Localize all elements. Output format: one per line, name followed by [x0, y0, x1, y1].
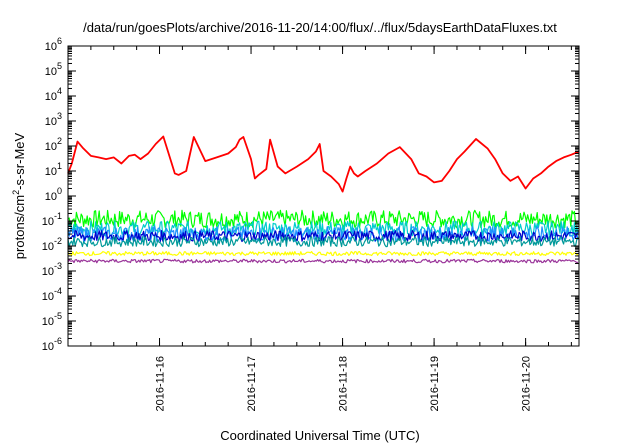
y-tick-label: 103: [45, 111, 62, 128]
series-layer: [67, 135, 580, 264]
axis-layer: 10-6 10-5 10-4 10-3 10-2 10-1 100 101 102 103 104 1…: [42, 36, 579, 411]
x-tick-label: 2016-11-20: [521, 356, 533, 411]
y-tick-label: 10-6: [42, 336, 62, 353]
series-line-5: [67, 236, 579, 248]
y-tick-label: 105: [45, 61, 62, 78]
y-tick-label: 106: [45, 36, 62, 53]
series-line-1: [67, 209, 579, 229]
y-tick-label: 100: [45, 186, 62, 203]
x-tick-label: 2016-11-18: [338, 356, 350, 411]
y-tick-label: 104: [45, 86, 62, 103]
y-tick-label: 10-1: [42, 211, 62, 228]
y-tick-label: 10-4: [42, 286, 62, 303]
x-tick-label: 2016-11-16: [155, 356, 167, 411]
x-axis-label: Coordinated Universal Time (UTC): [220, 428, 420, 443]
x-tick-label: 2016-11-17: [246, 356, 258, 411]
series-line-6: [67, 250, 579, 257]
series-line-7: [67, 258, 579, 264]
y-tick-label: 10-5: [42, 311, 62, 328]
y-tick-label: 102: [45, 136, 62, 153]
x-tick-label: 2016-11-19: [429, 356, 441, 411]
y-tick-label: 10-3: [42, 261, 62, 278]
plot-frame: [67, 45, 580, 347]
y-tick-label: 10-2: [42, 236, 62, 253]
chart-title: /data/run/goesPlots/archive/2016-11-20/1…: [83, 20, 557, 35]
series-line-0: [67, 135, 580, 193]
y-tick-label: 101: [45, 161, 62, 178]
series-line-4: [67, 230, 579, 243]
